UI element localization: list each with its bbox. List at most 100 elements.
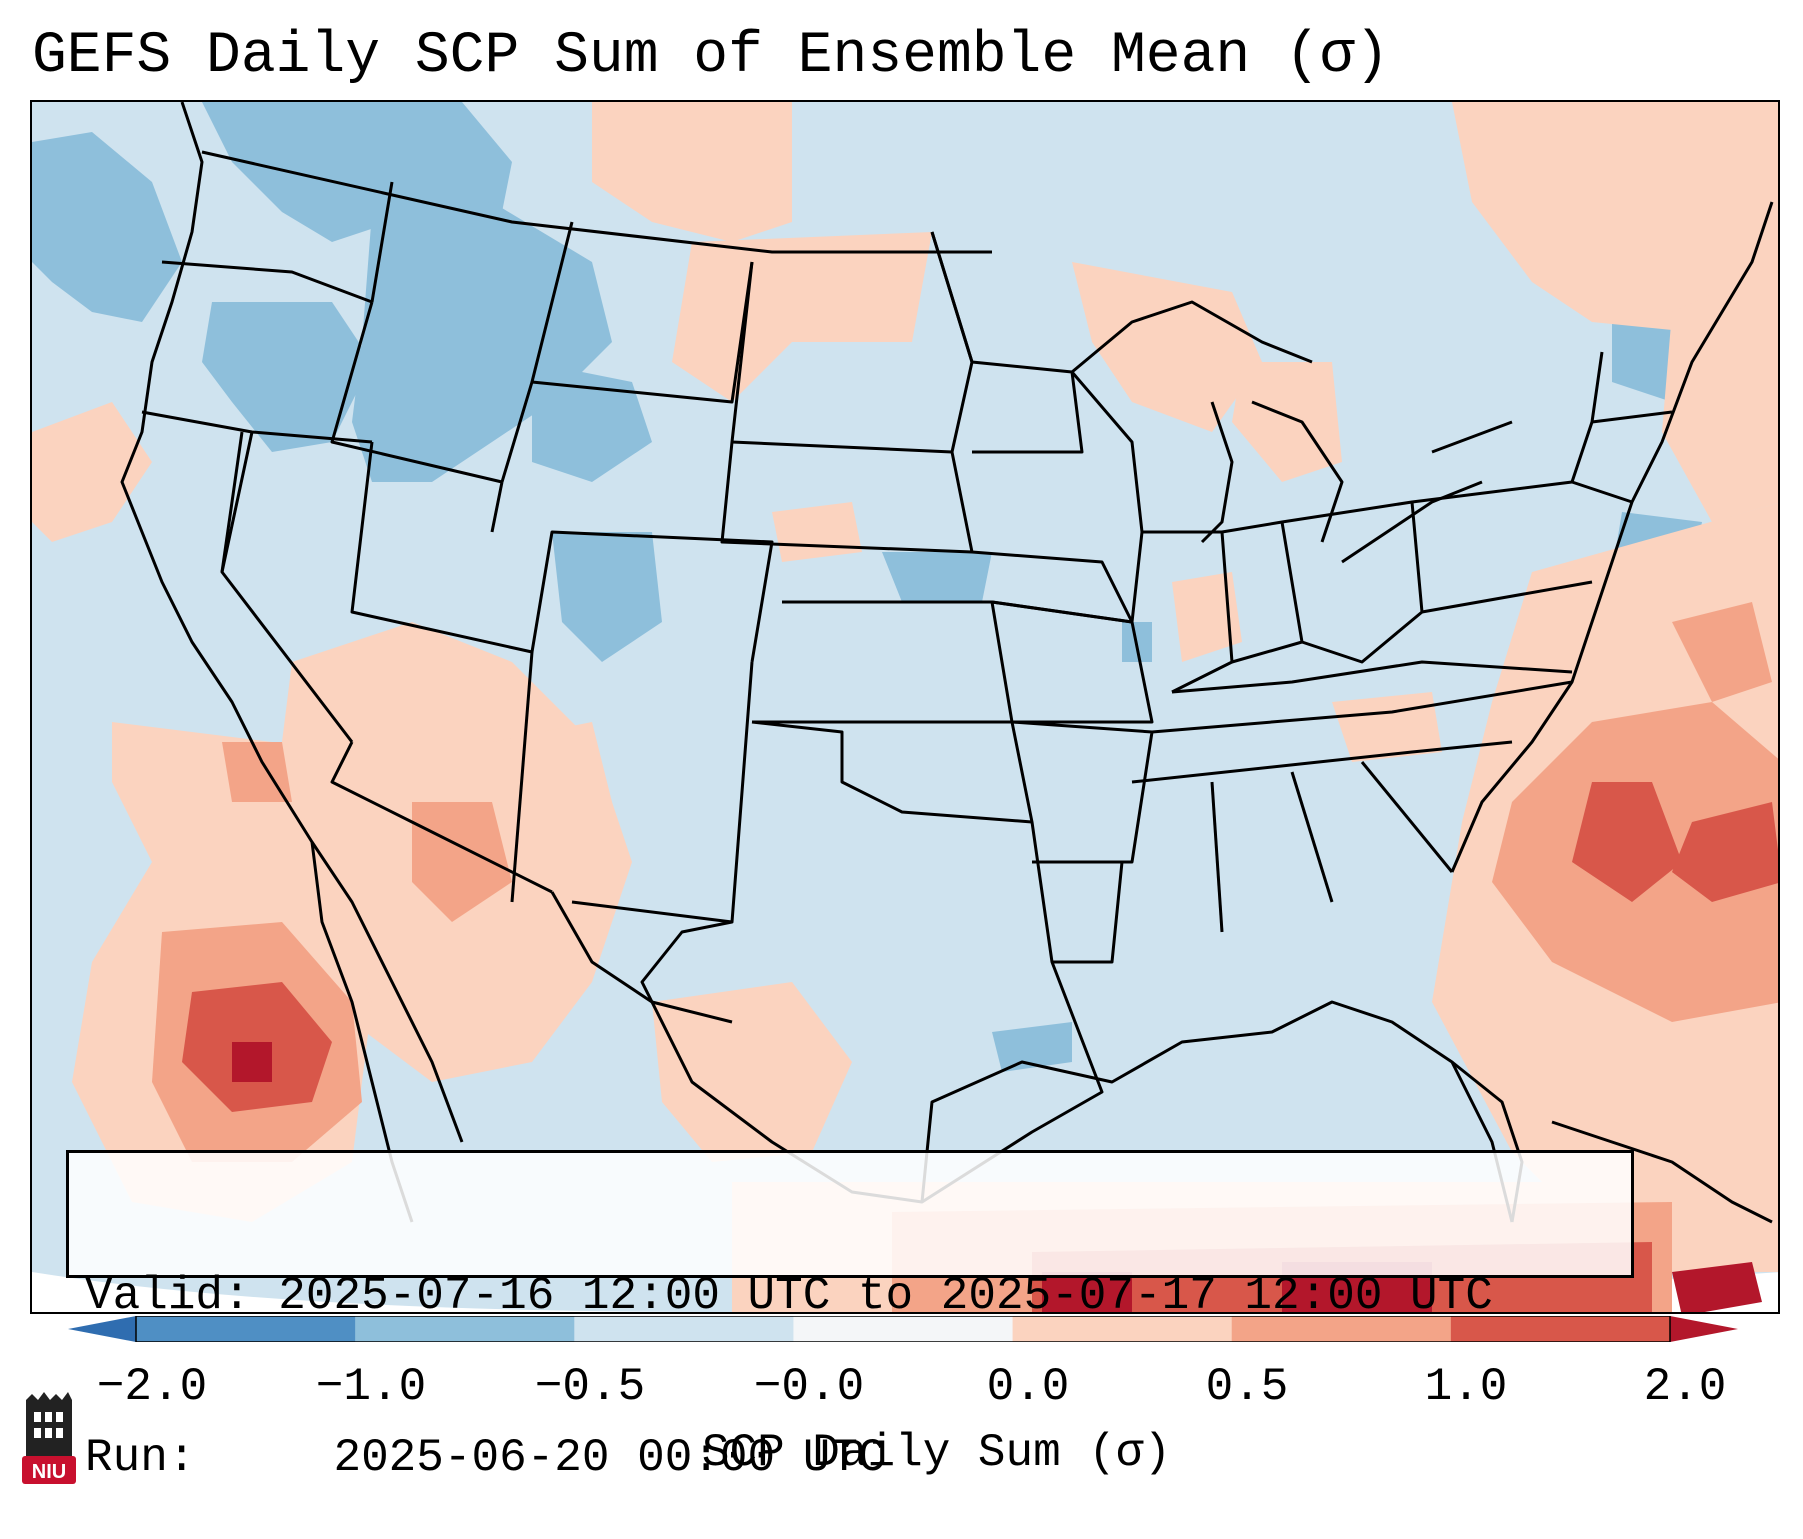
anomaly-region: [1672, 1262, 1762, 1312]
colorbar-bin: [136, 1316, 356, 1342]
state-border: [330, 741, 553, 894]
colorbar-bins: [136, 1316, 1671, 1342]
state-border: [1421, 580, 1593, 614]
anomaly-region: [1672, 602, 1772, 702]
colorbar-bin: [1231, 1316, 1452, 1342]
anomaly-region: [32, 132, 182, 322]
valid-run-info-box: Valid: 2025-07-16 12:00 UTC to 2025-07-1…: [66, 1150, 1634, 1484]
colorbar: [68, 1316, 1738, 1342]
run-line: Run: 2025-06-20 00:00 UTC: [85, 1431, 1615, 1485]
anomaly-region: [1662, 263, 1778, 522]
tick-label: −0.5: [534, 1361, 646, 1413]
colorbar-bin: [574, 1316, 794, 1342]
colorbar-label: SCP Daily Sum (σ): [701, 1427, 1172, 1479]
map-panel: [30, 100, 1780, 1314]
anomaly-region: [232, 1042, 272, 1082]
mexico-border: [550, 891, 733, 1024]
political-boundaries: [120, 102, 1774, 1224]
anomaly-region: [32, 402, 152, 542]
canada-border: [201, 150, 992, 254]
lake-huron: [1251, 400, 1344, 543]
lake-superior: [1071, 300, 1313, 374]
tick-label: −2.0: [96, 1361, 208, 1413]
state-border: [370, 181, 394, 303]
niu-logo: NIU: [22, 1392, 76, 1484]
lake-ontario: [1431, 420, 1513, 454]
tick-label: −0.0: [753, 1361, 865, 1413]
anomaly-region: [552, 532, 662, 662]
anomaly-region: [592, 102, 792, 242]
state-border: [1171, 660, 1573, 694]
state-border: [1142, 530, 1234, 694]
state-border: [1571, 480, 1633, 504]
state-border: [1221, 520, 1304, 664]
state-border: [1070, 371, 1144, 623]
anomaly-region: [1452, 102, 1778, 332]
lake-michigan: [1200, 401, 1234, 544]
state-border: [1360, 761, 1454, 873]
tick-label: 0.0: [986, 1361, 1070, 1413]
anomaly-region: [352, 202, 612, 482]
colorbar-bin: [793, 1316, 1014, 1342]
state-border: [161, 260, 373, 304]
state-border: [1131, 740, 1513, 784]
anomaly-region: [1042, 1272, 1132, 1312]
east-coastline: [1450, 201, 1774, 873]
state-border: [220, 431, 244, 573]
state-border: [510, 651, 534, 903]
anomaly-region: [652, 982, 852, 1162]
colorbar-extend-high: [1670, 1316, 1738, 1342]
logo-text: NIU: [32, 1461, 66, 1483]
state-border: [490, 481, 504, 533]
tick-label: 2.0: [1643, 1361, 1727, 1413]
cuba: [1551, 1120, 1773, 1224]
tick-label: 1.0: [1424, 1361, 1508, 1413]
state-border: [1591, 410, 1673, 424]
west-coastline: [120, 102, 464, 1143]
state-border: [1411, 351, 1604, 504]
state-border: [752, 600, 1014, 724]
valid-value: 2025-07-16 12:00 UTC to 2025-07-17 12:00…: [278, 1270, 1493, 1322]
state-border: [1210, 781, 1224, 933]
colorbar-bin: [1012, 1316, 1233, 1342]
logo-tower-icon: [26, 1392, 72, 1456]
colorbar-ticks: −2.0 −1.0 −0.5 −0.0 0.0 0.5 1.0 2.0: [0, 1360, 1803, 1420]
tick-label: −1.0: [315, 1361, 427, 1413]
state-border: [720, 441, 974, 554]
anomaly-region: [202, 302, 372, 452]
anomaly-region: [1572, 782, 1682, 902]
valid-label: Valid:: [85, 1270, 251, 1322]
gulf-coastline: [920, 1000, 1514, 1223]
scp-map: [32, 102, 1778, 1312]
tick-label: 0.5: [1205, 1361, 1289, 1413]
anomaly-region: [1072, 262, 1262, 432]
state-border: [530, 221, 574, 383]
state-border: [500, 261, 754, 483]
anomaly-region: [772, 502, 862, 562]
colorbar-bin: [1450, 1316, 1671, 1342]
run-label: Run:: [85, 1432, 251, 1484]
state-border: [991, 600, 1154, 724]
anomaly-region: [992, 1022, 1072, 1072]
colorbar-bin: [355, 1316, 575, 1342]
logo-band: [22, 1456, 76, 1484]
state-border: [350, 441, 774, 663]
anomaly-region: [412, 802, 512, 922]
anomaly-region: [1232, 362, 1342, 482]
valid-line: Valid: 2025-07-16 12:00 UTC to 2025-07-1…: [85, 1269, 1615, 1323]
logo-windows: [34, 1412, 63, 1438]
run-value: 2025-06-20 00:00 UTC: [333, 1432, 886, 1484]
anomaly-region: [492, 722, 612, 822]
anomaly-region: [222, 742, 292, 802]
state-border: [330, 301, 503, 484]
state-border: [1151, 680, 1573, 734]
colorbar-outline: [135, 1316, 1671, 1342]
state-border: [751, 720, 1034, 824]
anomaly-region: [1172, 572, 1242, 662]
state-border: [1290, 771, 1334, 903]
lake-erie: [1341, 480, 1483, 564]
anomaly-region: [882, 552, 992, 602]
anomaly-region: [1672, 802, 1778, 902]
state-border: [1032, 860, 1124, 964]
map-title: GEFS Daily SCP Sum of Ensemble Mean (σ): [32, 24, 1390, 89]
